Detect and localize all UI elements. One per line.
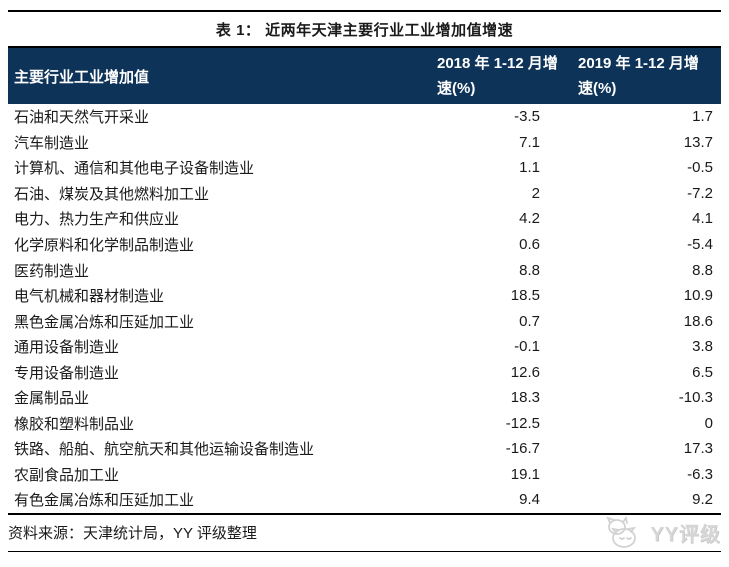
value-2018-cell: 8.8	[519, 261, 540, 279]
table-row: 橡胶和塑料制品业 -12.5 0	[8, 411, 721, 437]
industry-name-cell: 有色金属冶炼和压延加工业	[14, 492, 195, 510]
industry-name-cell: 黑色金属冶炼和压延加工业	[14, 313, 195, 331]
industry-name-cell: 橡胶和塑料制品业	[14, 415, 135, 433]
value-2019-cell: -6.3	[687, 465, 713, 483]
value-2018-cell: 4.2	[519, 210, 540, 228]
table-row: 农副食品加工业 19.1 -6.3	[8, 462, 721, 488]
column-header-2018: 2018 年 1-12 月增速(%)	[437, 55, 558, 97]
table-body: 石油和天然气开采业 -3.5 1.7 汽车制造业 7.1 13.7 计算机、通信…	[8, 104, 721, 513]
industry-name-cell: 电气机械和器材制造业	[14, 288, 165, 306]
value-2018-cell: 19.1	[510, 465, 540, 483]
industry-name-cell: 石油和天然气开采业	[14, 109, 150, 127]
value-2019-cell: 6.5	[692, 363, 713, 381]
table-row: 金属制品业 18.3 -10.3	[8, 385, 721, 411]
industry-name-cell: 专用设备制造业	[14, 364, 120, 382]
value-2018-cell: 18.3	[510, 389, 540, 407]
table-row: 医药制造业 8.8 8.8	[8, 257, 721, 283]
value-2018-cell: 12.6	[510, 363, 540, 381]
table-row: 有色金属冶炼和压延加工业 9.4 9.2	[8, 487, 721, 513]
value-2019-cell: 10.9	[683, 287, 713, 305]
table-bottom-divider	[8, 512, 721, 515]
source-note: 资料来源：天津统计局，YY 评级整理	[8, 525, 257, 543]
table-row: 计算机、通信和其他电子设备制造业 1.1 -0.5	[8, 155, 721, 181]
table-row: 化学原料和化学制品制造业 0.6 -5.4	[8, 232, 721, 258]
table-header-row: 主要行业工业增加值 2018 年 1-12 月增速(%) 2019 年 1-12…	[8, 48, 721, 104]
industry-name-cell: 石油、煤炭及其他燃料加工业	[14, 185, 210, 203]
logo-text: YY评级	[650, 524, 721, 547]
value-2018-cell: 0.7	[519, 312, 540, 330]
value-2019-cell: -7.2	[687, 184, 713, 202]
value-2018-cell: -3.5	[514, 108, 540, 126]
table-row: 石油、煤炭及其他燃料加工业 2 -7.2	[8, 181, 721, 207]
footer: 资料来源：天津统计局，YY 评级整理 YY评级	[8, 515, 721, 551]
value-2018-cell: 0.6	[519, 236, 540, 253]
value-2018-cell: 18.5	[510, 287, 540, 305]
column-header-industry: 主要行业工业增加值	[14, 68, 150, 86]
table-row: 专用设备制造业 12.6 6.5	[8, 359, 721, 385]
value-2019-cell: -10.3	[678, 389, 713, 407]
value-2018-cell: -16.7	[505, 440, 540, 458]
report-table-page: 表 1： 近两年天津主要行业工业增加值增速 主要行业工业增加值 2018 年 1…	[8, 0, 721, 552]
value-2019-cell: 9.2	[692, 491, 713, 509]
cat-mascot-icon	[606, 515, 637, 548]
value-2019-cell: 3.8	[692, 338, 713, 356]
industry-name-cell: 金属制品业	[14, 390, 90, 408]
column-header-2019: 2019 年 1-12 月增速(%)	[578, 55, 699, 97]
bottom-divider	[8, 550, 721, 552]
table-row: 电力、热力生产和供应业 4.2 4.1	[8, 206, 721, 232]
industry-name-cell: 农副食品加工业	[14, 466, 120, 484]
value-2018-cell: 7.1	[519, 133, 540, 151]
table-row: 汽车制造业 7.1 13.7	[8, 130, 721, 156]
table-row: 通用设备制造业 -0.1 3.8	[8, 334, 721, 360]
industry-name-cell: 通用设备制造业	[14, 339, 120, 357]
value-2019-cell: 1.7	[692, 108, 713, 126]
industry-name-cell: 医药制造业	[14, 262, 90, 280]
industry-name-cell: 汽车制造业	[14, 134, 90, 152]
value-2019-cell: 18.6	[683, 312, 713, 330]
value-2018-cell: 9.4	[519, 491, 540, 509]
value-2019-cell: -0.5	[687, 159, 713, 177]
industry-name-cell: 铁路、船舶、航空航天和其他运输设备制造业	[14, 441, 315, 459]
table-row: 电气机械和器材制造业 18.5 10.9	[8, 283, 721, 309]
value-2019-cell: 17.3	[683, 440, 713, 458]
title-band: 表 1： 近两年天津主要行业工业增加值增速	[8, 12, 721, 46]
value-2019-cell: 8.8	[692, 261, 713, 279]
table-row: 铁路、船舶、航空航天和其他运输设备制造业 -16.7 17.3	[8, 436, 721, 462]
value-2018-cell: -12.5	[505, 414, 540, 432]
value-2019-cell: 13.7	[683, 133, 713, 151]
table-row: 黑色金属冶炼和压延加工业 0.7 18.6	[8, 308, 721, 334]
value-2019-cell: -5.4	[687, 236, 713, 253]
yy-rating-logo: YY评级	[604, 515, 721, 550]
industry-name-cell: 电力、热力生产和供应业	[14, 211, 180, 229]
industry-name-cell: 计算机、通信和其他电子设备制造业	[14, 160, 255, 178]
industry-name-cell: 化学原料和化学制品制造业	[14, 237, 195, 254]
table-title: 表 1： 近两年天津主要行业工业增加值增速	[215, 21, 514, 39]
value-2018-cell: 2	[531, 184, 540, 202]
table-row: 石油和天然气开采业 -3.5 1.7	[8, 104, 721, 130]
value-2019-cell: 0	[704, 414, 713, 432]
value-2018-cell: -0.1	[514, 338, 540, 356]
top-divider	[8, 10, 721, 12]
pre-header-divider	[8, 46, 721, 48]
value-2019-cell: 4.1	[692, 210, 713, 228]
value-2018-cell: 1.1	[519, 159, 540, 177]
